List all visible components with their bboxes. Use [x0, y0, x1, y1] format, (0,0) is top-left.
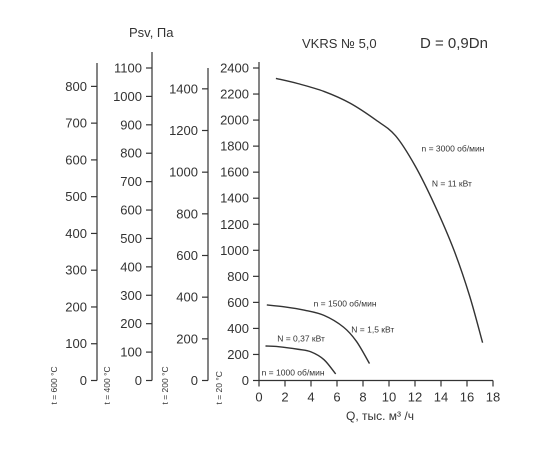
secondary-y-tick-label: 500 [65, 189, 87, 204]
secondary-y-tick-label: 800 [120, 146, 142, 161]
secondary-y-tick-label: 600 [65, 152, 87, 167]
secondary-y-tick-label: 700 [120, 174, 142, 189]
x-tick-label: 8 [359, 390, 366, 405]
x-tick-label: 2 [281, 390, 288, 405]
secondary-y-tick-label: 1400 [169, 81, 198, 96]
x-tick-label: 6 [333, 390, 340, 405]
secondary-y-tick-label: 300 [65, 263, 87, 278]
secondary-y-tick-label: 600 [176, 248, 198, 263]
power-label: N = 1,5 кВт [351, 324, 394, 334]
power-label: N = 0,37 кВт [277, 333, 325, 343]
secondary-y-tick-label: 100 [65, 336, 87, 351]
secondary-y-tick-label: 500 [120, 231, 142, 246]
secondary-y-tick-label: 600 [120, 203, 142, 218]
main-y-tick-label: 2000 [220, 113, 249, 128]
performance-curve [265, 345, 337, 375]
x-tick-label: 16 [460, 390, 474, 405]
secondary-y-tick-label: 700 [65, 116, 87, 131]
secondary-y-tick-label: 0 [191, 373, 198, 388]
x-tick-label: 0 [255, 390, 262, 405]
secondary-y-tick-label: 1200 [169, 123, 198, 138]
chart-title: VKRS № 5,0 [302, 36, 377, 51]
main-y-tick-label: 400 [227, 321, 249, 336]
main-y-tick-label: 1600 [220, 165, 249, 180]
main-y-tick-label: 0 [242, 373, 249, 388]
x-tick-label: 14 [434, 390, 448, 405]
secondary-y-tick-label: 400 [65, 226, 87, 241]
secondary-y-tick-label: 200 [65, 299, 87, 314]
secondary-y-tick-label: 200 [176, 331, 198, 346]
main-y-tick-label: 1800 [220, 139, 249, 154]
secondary-temperature-label: t = 600 °C [49, 366, 59, 404]
performance-curve [275, 77, 484, 343]
x-tick-label: 18 [486, 390, 500, 405]
main-y-tick-label: 800 [227, 269, 249, 284]
main-y-tick-label: 2400 [220, 61, 249, 76]
secondary-y-tick-label: 1100 [114, 61, 142, 76]
performance-curve [266, 304, 371, 364]
secondary-y-tick-label: 100 [120, 345, 142, 360]
main-temperature-label: t = 20 °C [214, 371, 224, 404]
main-y-tick-label: 1000 [220, 243, 249, 258]
main-y-tick-label: 600 [227, 295, 249, 310]
speed-label: n = 1000 об/мин [262, 367, 325, 377]
x-tick-label: 12 [408, 390, 422, 405]
secondary-y-tick-label: 400 [120, 259, 142, 274]
secondary-y-tick-label: 300 [120, 288, 142, 303]
secondary-temperature-label: t = 200 °C [160, 366, 170, 404]
diameter-label: D = 0,9Dn [420, 35, 488, 52]
secondary-y-tick-label: 900 [120, 117, 142, 132]
secondary-y-tick-label: 0 [135, 373, 142, 388]
secondary-y-tick-label: 400 [176, 290, 198, 305]
main-y-tick-label: 200 [227, 347, 249, 362]
curve-labels-group: n = 3000 об/мин N = 11 кВт n = 1500 об/мин… [262, 143, 485, 377]
secondary-y-tick-label: 0 [80, 373, 87, 388]
speed-label: n = 3000 об/мин [422, 143, 485, 153]
main-y-tick-label: 2200 [220, 87, 249, 102]
main-y-tick-label: 1200 [220, 217, 249, 232]
x-tick-label: 10 [382, 390, 396, 405]
main-y-tick-label: 1400 [220, 191, 249, 206]
power-label: N = 11 кВт [432, 178, 472, 188]
secondary-y-tick-label: 1000 [169, 165, 198, 180]
secondary-y-tick-label: 200 [120, 316, 142, 331]
secondary-y-tick-label: 800 [176, 206, 198, 221]
secondary-y-tick-label: 1000 [113, 89, 142, 104]
x-tick-label: 4 [307, 390, 314, 405]
y-axis-title: Psv, Па [129, 25, 174, 40]
speed-label: n = 1500 об/мин [314, 298, 377, 308]
secondary-y-tick-label: 800 [65, 79, 87, 94]
x-axis-title: Q, тыс. м³ /ч [346, 409, 414, 423]
secondary-temperature-label: t = 400 °C [102, 366, 112, 404]
axes-group: 0200400600800100012001400160018002000220… [49, 52, 500, 405]
curves-group [265, 77, 484, 375]
